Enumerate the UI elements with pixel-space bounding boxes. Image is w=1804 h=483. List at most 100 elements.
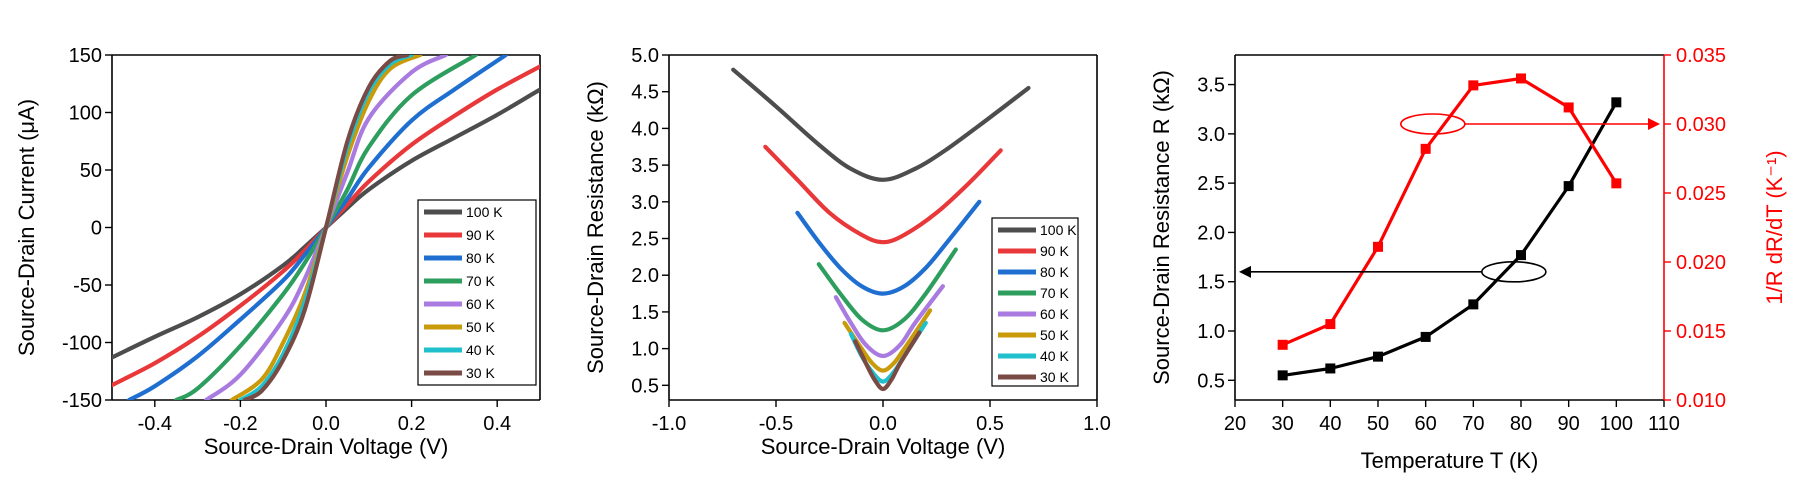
legend-label: 90 K [466,227,495,243]
series-line-80k [795,199,982,296]
legend-label: 80 K [466,250,495,266]
legend-label: 50 K [1040,327,1069,343]
x-tick-label: 90 [1558,413,1580,435]
data-point-marker [1468,80,1479,91]
x-tick-label: -0.4 [138,413,172,435]
series-line-60k [833,284,945,359]
y-tick-label: 150 [69,45,102,67]
data-point-marker [1373,241,1383,252]
legend-label: 40 K [466,342,495,358]
panel-resistance-vs-temperature: 20 30 40 50 60 70 80 90 100 110 0.5 1.0 1.5 2.0 2.5 3.0… [1149,45,1787,473]
panel-resistance-vs-voltage: -1.0 -0.5 0.0 0.5 1.0 0.5 1.0 1.5 2.0 2.5 3.0 3.5 4.… [583,45,1111,459]
plot-area [731,67,1031,392]
x-tick-label: 0.0 [312,413,340,435]
y-tick-label: -150 [62,390,102,412]
legend-label: 60 K [466,296,495,312]
axis-annotations [1239,113,1660,283]
y-tick-label: -50 [73,275,102,297]
data-point-marker [1563,181,1574,192]
left-axis-arrowhead [1239,265,1251,278]
y-tick-label: 0.5 [631,375,659,397]
data-point-marker [1277,339,1288,350]
x-tick-label: 60 [1415,413,1437,435]
y-tick-label: 1.5 [631,302,659,324]
legend-label: 50 K [466,319,495,335]
x-tick-label: 50 [1367,413,1389,435]
data-point-marker [1516,73,1526,84]
legend: 100 K 90 K 80 K 70 K 60 K 50 K 40 K 30 K [417,199,537,386]
series-line-80k [127,55,508,400]
x-tick-label: 0.2 [398,413,426,435]
legend-label: 60 K [1040,306,1069,322]
x-tick-label: -1.0 [652,413,686,435]
series-line-70k [174,55,478,400]
y-axis-title: Source-Drain Resistance R (kΩ) [1149,70,1174,385]
data-point-marker [1420,143,1431,154]
y-tick-label: 0 [91,218,102,240]
legend-label: 70 K [1040,285,1069,301]
x-axis-title: Source-Drain Voltage (V) [204,434,449,459]
series-line-50k [842,308,933,373]
y-tick-label: 1.0 [631,339,659,361]
x-tick-label: 0.0 [869,413,897,435]
x-tick-label: 1.0 [1083,413,1111,435]
y-tick-label: 4.5 [631,82,659,104]
y-tick-label: 50 [80,160,102,182]
legend-label: 100 K [1040,222,1077,238]
x-axis-title: Temperature T (K) [1361,448,1539,473]
y-tick-label: 1.5 [1197,272,1225,294]
data-point-marker [1468,299,1479,310]
panel-iv-curves: -0.4 -0.2 0.0 0.2 0.4 -150 -100 -50 0 50 100 150 Sou… [14,45,541,459]
y-tick-label: 2.5 [631,229,659,251]
y-tick-label: 4.0 [631,118,659,140]
data-point-marker [1611,97,1622,108]
y-tick-label: 2.5 [1197,173,1225,195]
y-tick-label: 5.0 [631,45,659,67]
data-point-marker [1277,370,1288,381]
plot-area [1277,73,1622,381]
x-tick-label: 0.4 [483,413,511,435]
y-tick-label: 3.5 [1197,75,1225,97]
data-point-marker [1325,363,1336,374]
x-tick-label: 110 [1648,413,1680,435]
series-line-30k [853,330,922,392]
y-tick-label: 3.0 [1197,124,1225,146]
legend-label: 40 K [1040,348,1069,364]
data-point-marker [1325,319,1336,330]
legend-label: 90 K [1040,243,1069,259]
y-right-axis-title: 1/R dR/dT (K⁻¹) [1762,150,1787,304]
data-point-marker [1611,178,1622,189]
y-right-tick-label: 0.035 [1676,45,1726,67]
y-right-tick-label: 0.010 [1676,390,1726,412]
y-tick-label: 2.0 [1197,222,1225,244]
x-tick-label: 20 [1224,413,1246,435]
y-tick-label: 2.0 [631,265,659,287]
data-point-marker [1516,250,1526,261]
black-curve-ellipse [1481,261,1547,283]
right-axis-arrowhead [1648,118,1660,130]
x-tick-label: 40 [1319,413,1341,435]
x-tick-label: -0.5 [759,413,793,435]
legend-frame [417,199,537,386]
x-tick-label: 70 [1462,413,1484,435]
y-tick-label: 0.5 [1197,370,1225,392]
series-line-90k [763,144,1003,245]
legend-label: 30 K [1040,369,1069,385]
data-point-marker [1420,331,1431,342]
red-curve-ellipse [1400,113,1466,135]
x-tick-label: 100 [1600,413,1633,435]
legend: 100 K 90 K 80 K 70 K 60 K 50 K 40 K 30 K [991,217,1079,387]
y-right-tick-label: 0.030 [1676,114,1726,136]
x-axis-title: Source-Drain Voltage (V) [761,434,1006,459]
y-right-tick-label: 0.025 [1676,183,1726,205]
y-tick-label: 100 [69,103,102,125]
y-right-tick-label: 0.020 [1676,252,1726,274]
y-tick-label: 3.0 [631,192,659,214]
data-point-marker [1563,102,1574,113]
series-line-30k [242,55,410,400]
legend-label: 100 K [466,204,503,220]
y-tick-label: 3.5 [631,155,659,177]
y-axis-title: Source-Drain Current (μA) [14,99,39,356]
series-line-right [1281,76,1618,347]
